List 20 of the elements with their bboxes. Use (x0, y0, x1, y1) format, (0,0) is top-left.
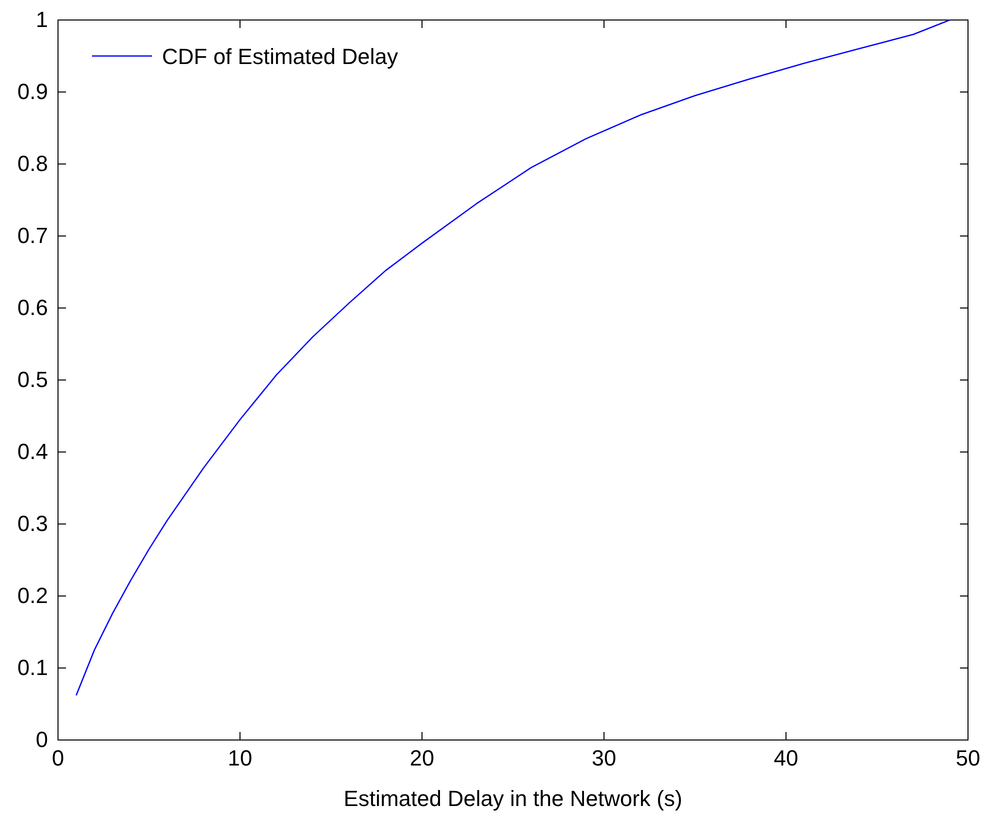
y-tick-label: 0.6 (17, 295, 48, 320)
y-tick-label: 0.1 (17, 655, 48, 680)
x-tick-label: 30 (592, 746, 616, 771)
y-tick-label: 0.4 (17, 439, 48, 464)
line-series (76, 19, 950, 696)
y-tick-label: 0 (36, 727, 48, 752)
y-tick-label: 0.2 (17, 583, 48, 608)
legend-label: CDF of Estimated Delay (162, 44, 398, 69)
x-tick-label: 50 (956, 746, 980, 771)
x-tick-label: 40 (774, 746, 798, 771)
x-axis-title: Estimated Delay in the Network (s) (344, 786, 682, 811)
y-tick-label: 0.5 (17, 367, 48, 392)
x-tick-label: 10 (228, 746, 252, 771)
y-tick-label: 0.7 (17, 223, 48, 248)
x-tick-label: 20 (410, 746, 434, 771)
y-tick-label: 0.3 (17, 511, 48, 536)
y-tick-label: 0.8 (17, 151, 48, 176)
y-tick-label: 1 (36, 7, 48, 32)
y-tick-label: 0.9 (17, 79, 48, 104)
x-tick-label: 0 (52, 746, 64, 771)
